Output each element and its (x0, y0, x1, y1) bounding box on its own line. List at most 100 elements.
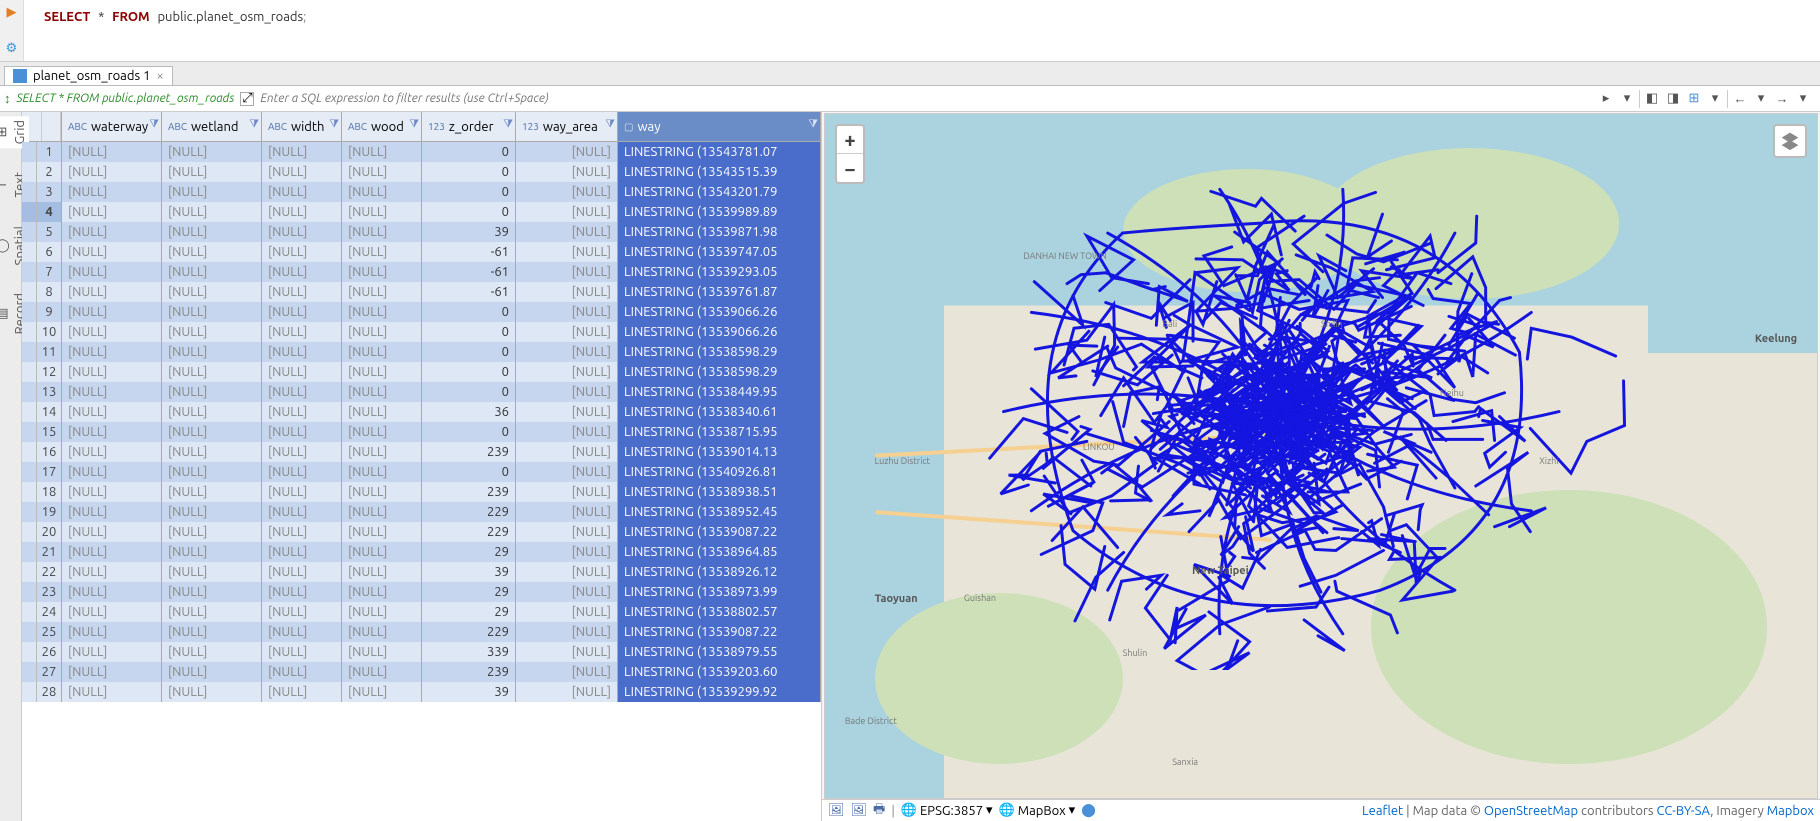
cell-wood[interactable]: [NULL] (342, 642, 422, 662)
dropdown-icon[interactable]: ▾ (1706, 90, 1724, 108)
cell-waterway[interactable]: [NULL] (62, 502, 162, 522)
cell-way[interactable]: LINESTRING (13538340.61 (618, 402, 821, 422)
cell-wetland[interactable]: [NULL] (162, 442, 262, 462)
run-query-icon[interactable]: ▶ (4, 4, 20, 20)
cell-waterway[interactable]: [NULL] (62, 582, 162, 602)
cell-width[interactable]: [NULL] (262, 662, 342, 682)
cell-way[interactable]: LINESTRING (13538449.95 (618, 382, 821, 402)
cell-waterway[interactable]: [NULL] (62, 322, 162, 342)
cell-way[interactable]: LINESTRING (13538979.55 (618, 642, 821, 662)
cell-way-area[interactable]: [NULL] (516, 402, 618, 422)
table-row[interactable]: 19[NULL][NULL][NULL][NULL]229[NULL]LINES… (22, 502, 821, 522)
cell-width[interactable]: [NULL] (262, 302, 342, 322)
cell-wetland[interactable]: [NULL] (162, 222, 262, 242)
map-view[interactable]: + − New Taipei Taoyuan Keelung Luzhu Dis… (824, 113, 1818, 799)
cell-way[interactable]: LINESTRING (13538973.99 (618, 582, 821, 602)
row-number[interactable]: 27 (22, 662, 62, 682)
table-row[interactable]: 17[NULL][NULL][NULL][NULL]0[NULL]LINESTR… (22, 462, 821, 482)
nav-dropdown-icon[interactable]: ▾ (1618, 90, 1636, 108)
column-header-wood[interactable]: ABCwood⧩ (342, 112, 422, 141)
grid-body[interactable]: 1[NULL][NULL][NULL][NULL]0[NULL]LINESTRI… (22, 142, 821, 821)
table-row[interactable]: 27[NULL][NULL][NULL][NULL]239[NULL]LINES… (22, 662, 821, 682)
cell-wetland[interactable]: [NULL] (162, 602, 262, 622)
row-number[interactable]: 3 (22, 182, 62, 202)
cell-waterway[interactable]: [NULL] (62, 262, 162, 282)
cell-waterway[interactable]: [NULL] (62, 182, 162, 202)
cell-wetland[interactable]: [NULL] (162, 462, 262, 482)
cell-width[interactable]: [NULL] (262, 342, 342, 362)
column-header-width[interactable]: ABCwidth⧩ (262, 112, 342, 141)
cell-width[interactable]: [NULL] (262, 562, 342, 582)
cell-wood[interactable]: [NULL] (342, 382, 422, 402)
cell-way-area[interactable]: [NULL] (516, 242, 618, 262)
cell-z-order[interactable]: 339 (422, 642, 516, 662)
row-number[interactable]: 6 (22, 242, 62, 262)
cell-waterway[interactable]: [NULL] (62, 422, 162, 442)
cell-way-area[interactable]: [NULL] (516, 162, 618, 182)
cell-wood[interactable]: [NULL] (342, 522, 422, 542)
cell-waterway[interactable]: [NULL] (62, 162, 162, 182)
expand-icon[interactable]: ⤢ (240, 92, 254, 106)
cell-waterway[interactable]: [NULL] (62, 622, 162, 642)
cell-wetland[interactable]: [NULL] (162, 182, 262, 202)
cell-waterway[interactable]: [NULL] (62, 662, 162, 682)
row-number[interactable]: 24 (22, 602, 62, 622)
cell-wetland[interactable]: [NULL] (162, 322, 262, 342)
row-number[interactable]: 18 (22, 482, 62, 502)
cell-way[interactable]: LINESTRING (13539066.26 (618, 322, 821, 342)
row-number[interactable]: 21 (22, 542, 62, 562)
cell-wood[interactable]: [NULL] (342, 462, 422, 482)
cell-z-order[interactable]: 39 (422, 562, 516, 582)
result-tab[interactable]: planet_osm_roads 1 × (4, 66, 173, 85)
cell-z-order[interactable]: 229 (422, 522, 516, 542)
cell-width[interactable]: [NULL] (262, 222, 342, 242)
cell-way-area[interactable]: [NULL] (516, 602, 618, 622)
cell-way-area[interactable]: [NULL] (516, 622, 618, 642)
cell-width[interactable]: [NULL] (262, 142, 342, 162)
cell-waterway[interactable]: [NULL] (62, 462, 162, 482)
table-row[interactable]: 18[NULL][NULL][NULL][NULL]239[NULL]LINES… (22, 482, 821, 502)
cell-wetland[interactable]: [NULL] (162, 342, 262, 362)
cell-z-order[interactable]: 0 (422, 462, 516, 482)
cell-waterway[interactable]: [NULL] (62, 402, 162, 422)
cell-wetland[interactable]: [NULL] (162, 282, 262, 302)
cell-way-area[interactable]: [NULL] (516, 282, 618, 302)
cell-way-area[interactable]: [NULL] (516, 262, 618, 282)
cell-way[interactable]: LINESTRING (13539293.05 (618, 262, 821, 282)
cell-z-order[interactable]: 39 (422, 682, 516, 702)
cell-waterway[interactable]: [NULL] (62, 282, 162, 302)
cell-way[interactable]: LINESTRING (13538598.29 (618, 362, 821, 382)
table-row[interactable]: 4[NULL][NULL][NULL][NULL]0[NULL]LINESTRI… (22, 202, 821, 222)
cell-wetland[interactable]: [NULL] (162, 482, 262, 502)
cell-z-order[interactable]: 39 (422, 222, 516, 242)
cell-width[interactable]: [NULL] (262, 362, 342, 382)
cell-width[interactable]: [NULL] (262, 622, 342, 642)
cell-z-order[interactable]: 0 (422, 422, 516, 442)
cell-wetland[interactable]: [NULL] (162, 202, 262, 222)
cell-wood[interactable]: [NULL] (342, 162, 422, 182)
cell-wood[interactable]: [NULL] (342, 302, 422, 322)
cell-width[interactable]: [NULL] (262, 642, 342, 662)
layout-icon[interactable]: ⊞ (1685, 90, 1703, 108)
cell-waterway[interactable]: [NULL] (62, 562, 162, 582)
row-number[interactable]: 22 (22, 562, 62, 582)
cell-way[interactable]: LINESTRING (13539087.22 (618, 622, 821, 642)
cell-wetland[interactable]: [NULL] (162, 382, 262, 402)
row-number[interactable]: 12 (22, 362, 62, 382)
column-header-waterway[interactable]: ABCwaterway⧩ (62, 112, 162, 141)
cell-way[interactable]: LINESTRING (13539203.60 (618, 662, 821, 682)
cell-wood[interactable]: [NULL] (342, 482, 422, 502)
dropdown-icon[interactable]: ▾ (1752, 90, 1770, 108)
cell-wood[interactable]: [NULL] (342, 202, 422, 222)
table-row[interactable]: 11[NULL][NULL][NULL][NULL]0[NULL]LINESTR… (22, 342, 821, 362)
mapbox-link[interactable]: Mapbox (1767, 804, 1814, 818)
table-row[interactable]: 7[NULL][NULL][NULL][NULL]-61[NULL]LINEST… (22, 262, 821, 282)
cell-width[interactable]: [NULL] (262, 322, 342, 342)
cell-wood[interactable]: [NULL] (342, 262, 422, 282)
cell-z-order[interactable]: 239 (422, 442, 516, 462)
cell-wetland[interactable]: [NULL] (162, 422, 262, 442)
cell-wetland[interactable]: [NULL] (162, 162, 262, 182)
panel-icon[interactable]: ◧ (1643, 90, 1661, 108)
cell-wood[interactable]: [NULL] (342, 422, 422, 442)
row-number[interactable]: 13 (22, 382, 62, 402)
